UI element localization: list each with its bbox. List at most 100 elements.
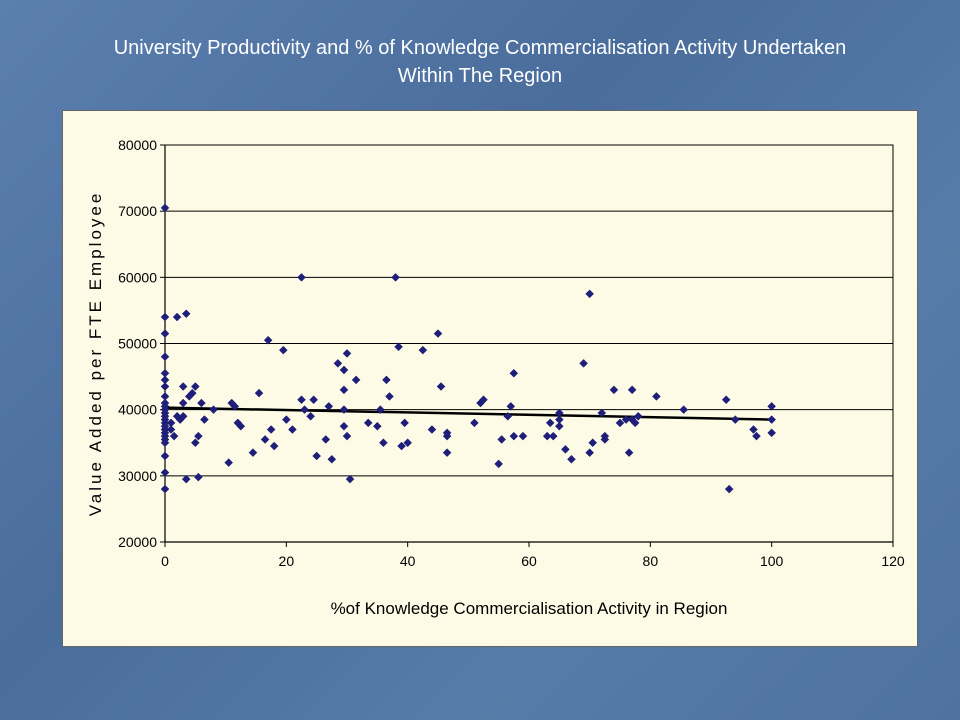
- data-point-106: [548, 431, 558, 441]
- y-tick-label-3: 50000: [118, 336, 157, 352]
- data-point-99: [503, 411, 513, 421]
- data-point-58: [297, 272, 306, 282]
- data-point-20: [160, 438, 170, 448]
- data-point-103: [518, 431, 528, 441]
- data-point-123: [627, 385, 637, 395]
- data-point-37: [190, 382, 200, 391]
- data-point-26: [169, 431, 179, 441]
- slide-title: University Productivity and % of Knowled…: [20, 34, 940, 90]
- data-point-111: [567, 454, 576, 464]
- data-point-114: [585, 289, 595, 299]
- data-point-82: [391, 272, 400, 282]
- data-point-128: [679, 405, 689, 415]
- data-point-85: [400, 418, 409, 428]
- data-point-22: [160, 468, 170, 477]
- y-tick-labels: 20000 30000 40000 50000 60000 70000 80000: [118, 137, 165, 550]
- data-point-75: [351, 375, 361, 385]
- data-point-130: [724, 484, 734, 494]
- data-point-87: [418, 345, 428, 355]
- chart-frame: 0 20 40 60 80 100 120 20000 30000 40000 50000 6000…: [62, 110, 918, 647]
- data-point-131: [730, 415, 740, 424]
- data-point-88: [427, 425, 437, 434]
- data-point-122: [624, 448, 634, 458]
- data-point-69: [339, 385, 349, 395]
- data-point-96: [479, 395, 488, 405]
- data-point-61: [306, 411, 315, 421]
- data-point-41: [197, 398, 206, 408]
- data-point-25: [166, 425, 176, 434]
- data-point-36: [187, 388, 197, 398]
- data-point-121: [621, 415, 631, 424]
- data-point-78: [376, 405, 385, 415]
- data-point-76: [363, 418, 373, 428]
- data-point-93: [442, 431, 452, 441]
- data-point-23: [160, 484, 170, 494]
- data-point-97: [494, 459, 504, 469]
- data-point-56: [281, 415, 291, 424]
- data-point-2: [160, 329, 170, 338]
- data-point-49: [248, 448, 258, 458]
- data-point-133: [752, 431, 761, 441]
- y-axis-title: Value Added per FTE Employee: [86, 191, 105, 517]
- data-point-62: [309, 395, 318, 405]
- data-point-66: [327, 454, 337, 464]
- data-point-6: [160, 382, 170, 391]
- data-point-73: [342, 349, 352, 358]
- data-point-116: [597, 408, 607, 418]
- x-tick-labels: 0 20 40 60 80 100 120: [161, 542, 905, 569]
- data-point-113: [585, 448, 595, 458]
- data-point-53: [266, 425, 276, 434]
- x-axis-title: %of Knowledge Commercialisation Activity…: [331, 599, 728, 618]
- data-point-74: [345, 474, 355, 484]
- data-point-84: [397, 441, 406, 451]
- data-point-34: [181, 474, 191, 484]
- data-point-65: [324, 402, 334, 411]
- x-tick-label-5: 100: [760, 553, 784, 569]
- data-point-48: [236, 421, 246, 431]
- data-point-50: [254, 388, 264, 398]
- x-tick-label-3: 60: [521, 553, 537, 569]
- data-point-80: [382, 375, 391, 385]
- data-point-72: [342, 431, 352, 441]
- slide-title-line-1: University Productivity and % of Knowled…: [113, 37, 847, 59]
- data-point-101: [509, 431, 519, 441]
- data-point-60: [300, 405, 309, 415]
- data-point-134: [767, 402, 777, 411]
- data-point-120: [615, 418, 625, 428]
- data-point-126: [633, 411, 643, 421]
- data-point-105: [545, 418, 555, 428]
- data-point-86: [403, 438, 413, 448]
- data-point-21: [160, 451, 170, 461]
- data-point-77: [372, 421, 382, 431]
- data-point-44: [224, 458, 234, 467]
- y-tick-label-0: 20000: [118, 534, 157, 550]
- x-tick-label-2: 40: [400, 553, 416, 569]
- data-point-30: [178, 382, 188, 391]
- trendline-group: [164, 406, 772, 421]
- y-tick-label-4: 60000: [118, 269, 157, 285]
- data-point-125: [630, 418, 640, 428]
- data-point-39: [194, 431, 203, 441]
- x-tick-label-4: 80: [643, 553, 659, 569]
- gridlines: [164, 144, 894, 543]
- data-point-90: [436, 382, 446, 391]
- data-point-100: [506, 402, 516, 411]
- data-point-115: [588, 438, 598, 448]
- data-point-1: [160, 312, 170, 322]
- data-point-89: [433, 329, 443, 338]
- data-point-98: [497, 435, 507, 444]
- slide-title-line-2: Within The Region: [397, 65, 563, 87]
- data-point-46: [230, 402, 240, 411]
- data-point-43: [209, 405, 218, 415]
- data-point-129: [721, 395, 731, 405]
- data-point-38: [190, 438, 200, 448]
- data-point-112: [579, 358, 588, 368]
- y-tick-label-1: 30000: [118, 468, 157, 484]
- y-tick-label-5: 70000: [118, 203, 157, 219]
- data-point-32: [178, 411, 188, 421]
- data-points: [160, 203, 777, 494]
- data-point-109: [554, 421, 564, 431]
- data-point-68: [339, 365, 349, 375]
- x-tick-label-1: 20: [279, 553, 295, 569]
- data-point-104: [542, 431, 552, 441]
